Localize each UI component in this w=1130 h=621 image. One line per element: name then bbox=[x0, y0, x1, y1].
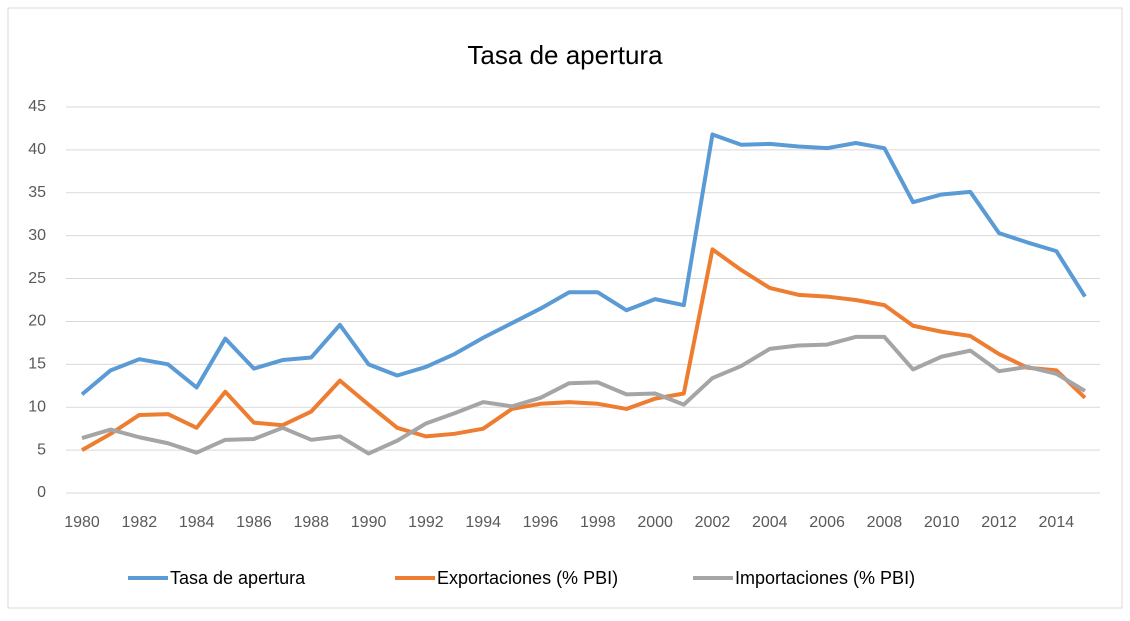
y-tick-label: 15 bbox=[28, 356, 46, 373]
y-tick-label: 5 bbox=[37, 441, 46, 458]
y-tick-label: 30 bbox=[28, 227, 46, 244]
y-tick-label: 25 bbox=[28, 270, 46, 287]
y-tick-label: 45 bbox=[28, 98, 46, 115]
series-line bbox=[81, 334, 1087, 456]
y-tick-label: 35 bbox=[28, 184, 46, 201]
x-tick-label: 1984 bbox=[179, 514, 215, 531]
x-tick-label: 1996 bbox=[523, 514, 559, 531]
x-tick-label: 1988 bbox=[293, 514, 329, 531]
x-tick-label: 2000 bbox=[637, 514, 673, 531]
y-tick-label: 40 bbox=[28, 141, 46, 158]
legend-label: Tasa de apertura bbox=[170, 568, 306, 588]
x-tick-label: 1986 bbox=[236, 514, 272, 531]
x-tick-label: 2012 bbox=[981, 514, 1017, 531]
x-tick-label: 2004 bbox=[752, 514, 788, 531]
legend-label: Exportaciones (% PBI) bbox=[437, 568, 618, 588]
x-tick-label: 1994 bbox=[465, 514, 501, 531]
x-tick-label: 2010 bbox=[924, 514, 960, 531]
y-tick-label: 0 bbox=[37, 484, 46, 501]
series-line bbox=[81, 247, 1087, 452]
x-tick-label: 1998 bbox=[580, 514, 616, 531]
legend-label: Importaciones (% PBI) bbox=[735, 568, 915, 588]
x-tick-label: 1992 bbox=[408, 514, 444, 531]
chart-border bbox=[7, 7, 1123, 609]
x-tick-label: 1982 bbox=[122, 514, 158, 531]
x-tick-label: 1990 bbox=[351, 514, 387, 531]
x-tick-label: 2008 bbox=[867, 514, 903, 531]
y-tick-label: 20 bbox=[28, 313, 46, 330]
y-tick-label: 10 bbox=[28, 398, 46, 415]
x-tick-label: 2002 bbox=[695, 514, 731, 531]
series-line bbox=[80, 132, 1087, 396]
x-tick-label: 2006 bbox=[809, 514, 845, 531]
x-tick-label: 1980 bbox=[64, 514, 100, 531]
chart-title: Tasa de apertura bbox=[467, 40, 663, 70]
x-tick-label: 2014 bbox=[1039, 514, 1075, 531]
